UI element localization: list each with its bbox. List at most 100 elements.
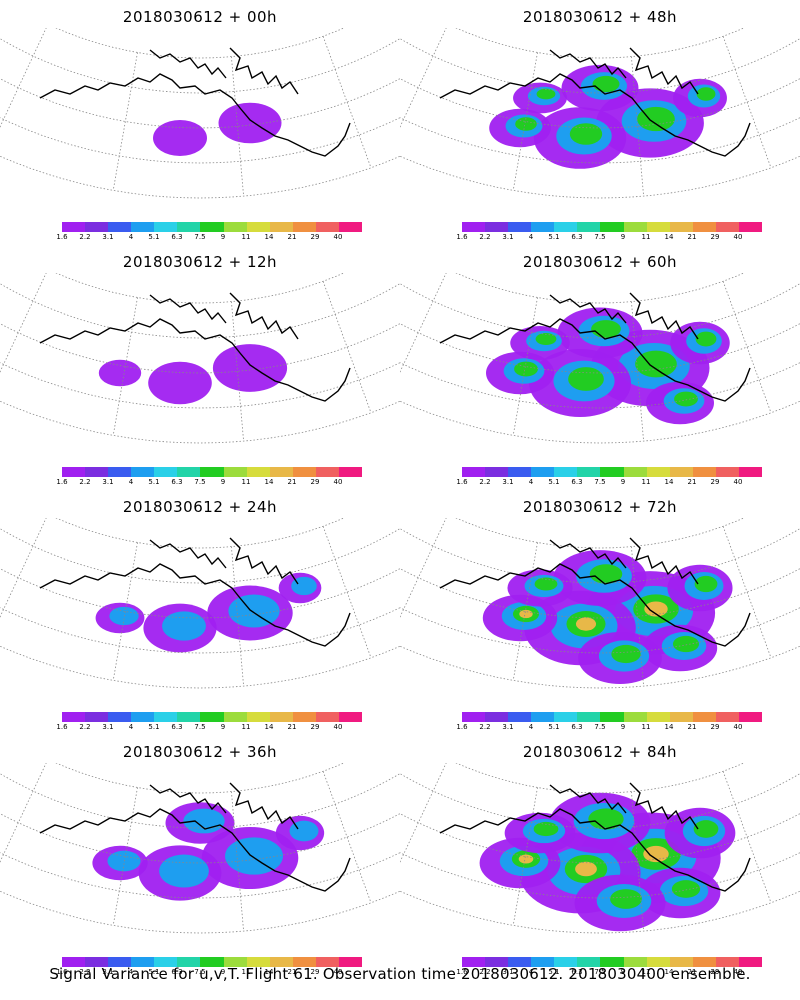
colorbar: 1.6 2.2 3.1 4 5.1 6.3 7.5 9 11 14 21 29 40 [56, 467, 363, 486]
colorbar-tick-label: 5.1 [548, 233, 560, 241]
colorbar-swatch [269, 467, 293, 477]
colorbar-swatch [223, 222, 247, 232]
colorbar-tick-label: 29 [710, 478, 720, 486]
colorbar-tick-label: 40 [733, 723, 743, 731]
colorbar-tick-label: 9 [620, 723, 626, 731]
variance-map [400, 763, 800, 934]
colorbar-swatch [554, 467, 578, 477]
colorbar-swatch [223, 467, 247, 477]
colorbar-tick-label: 2.2 [479, 478, 491, 486]
colorbar-tick-label: 2.2 [479, 968, 491, 976]
map-panel: 2018030612 + 12h 1.6 2.2 3.1 4 5.1 6.3 7.5 9 11 14… [0, 245, 400, 490]
map-panel: 2018030612 + 60h 1.6 2.2 3.1 4 5.1 6.3 7.5 9 11 14… [400, 245, 800, 490]
colorbar-tick-label: 5.1 [548, 478, 560, 486]
colorbar-tick-label: 40 [333, 968, 343, 976]
colorbar-tick-label: 11 [641, 233, 651, 241]
colorbar-swatch [177, 467, 201, 477]
colorbar-swatch [315, 957, 339, 967]
colorbar-swatch [177, 222, 201, 232]
colorbar-tick-label: 3.1 [502, 968, 514, 976]
colorbar-tick-label: 4 [128, 723, 134, 731]
colorbar-swatch [154, 957, 178, 967]
graticule [400, 763, 800, 934]
colorbar: 1.6 2.2 3.1 4 5.1 6.3 7.5 9 11 14 21 29 40 [456, 712, 763, 731]
map-panel: 2018030612 + 36h 1.6 2.2 3.1 4 5.1 6.3 7.5 9 11 14… [0, 735, 400, 980]
colorbar-swatch [462, 957, 486, 967]
colorbar-tick-label: 6.3 [571, 723, 583, 731]
colorbar-swatch [508, 467, 532, 477]
colorbar-swatch [315, 222, 339, 232]
colorbar-swatch [154, 712, 178, 722]
colorbar-swatch [131, 712, 155, 722]
colorbar-tick-label: 9 [220, 968, 226, 976]
colorbar-swatch [292, 222, 316, 232]
colorbar-swatch [623, 467, 647, 477]
colorbar-tick-label: 9 [620, 233, 626, 241]
colorbar-swatch [508, 712, 532, 722]
colorbar-swatch [246, 222, 270, 232]
colorbar-tick-label: 29 [310, 478, 320, 486]
colorbar-swatch [715, 712, 739, 722]
colorbar-swatch [177, 957, 201, 967]
colorbar-tick-label: 2.2 [479, 233, 491, 241]
colorbar-swatch [669, 957, 693, 967]
colorbar-swatch [485, 712, 509, 722]
colorbar-swatch [269, 222, 293, 232]
colorbar-swatch [554, 957, 578, 967]
colorbar: 1.6 2.2 3.1 4 5.1 6.3 7.5 9 11 14 21 29 40 [56, 712, 363, 731]
colorbar-swatch [246, 712, 270, 722]
colorbar-swatch [85, 467, 109, 477]
colorbar-tick-label: 6.3 [571, 478, 583, 486]
colorbar-tick-label: 21 [287, 723, 297, 731]
graticule [400, 28, 800, 199]
colorbar-tick-label: 1.6 [456, 968, 468, 976]
map-panel: 2018030612 + 00h 1.6 2.2 3.1 4 5.1 6.3 7.5 9 11 14… [0, 0, 400, 245]
colorbar-swatch [577, 957, 601, 967]
variance-field [95, 572, 322, 653]
colorbar-tick-label: 40 [733, 478, 743, 486]
panel-title: 2018030612 + 48h [522, 8, 678, 26]
colorbar-swatch [246, 467, 270, 477]
coastlines [439, 292, 751, 402]
colorbar-tick-label: 6.3 [171, 723, 183, 731]
colorbar-tick-label: 7.5 [194, 723, 206, 731]
colorbar-swatch [131, 467, 155, 477]
colorbar-swatch [600, 222, 624, 232]
map-panel: 2018030612 + 24h 1.6 2.2 3.1 4 5.1 6.3 7.5 9 11 14… [0, 490, 400, 735]
colorbar-tick-label: 4 [528, 723, 534, 731]
colorbar-tick-label: 14 [664, 968, 674, 976]
colorbar-swatch [646, 957, 670, 967]
colorbar-tick-label: 1.6 [456, 233, 468, 241]
colorbar-swatch [338, 712, 363, 722]
figure-caption: Signal Variance for u,v,T. Flight 61. Ob… [49, 965, 751, 983]
colorbar-tick-label: 14 [264, 478, 274, 486]
colorbar-tick-label: 2.2 [79, 968, 91, 976]
colorbar-swatch [462, 467, 486, 477]
colorbar-swatch [738, 712, 763, 722]
variance-map [0, 763, 400, 934]
colorbar-swatch [738, 222, 763, 232]
colorbar-swatch [85, 222, 109, 232]
variance-field [486, 307, 730, 425]
colorbar-tick-label: 3.1 [502, 233, 514, 241]
colorbar-tick-label: 7.5 [594, 478, 606, 486]
colorbar-tick-label: 21 [287, 968, 297, 976]
colorbar-swatch [177, 712, 201, 722]
colorbar-tick-label: 3.1 [102, 478, 114, 486]
colorbar: 1.6 2.2 3.1 4 5.1 6.3 7.5 9 11 14 21 29 40 [56, 222, 363, 241]
colorbar-tick-label: 29 [310, 723, 320, 731]
colorbar-swatch [292, 957, 316, 967]
graticule [0, 518, 400, 689]
coastlines [439, 782, 751, 892]
panel-title: 2018030612 + 36h [122, 743, 278, 761]
colorbar-swatch [462, 712, 486, 722]
colorbar-tick-label: 5.1 [148, 233, 160, 241]
colorbar-tick-label: 7.5 [594, 233, 606, 241]
colorbar-tick-label: 40 [333, 478, 343, 486]
colorbar-swatch [531, 957, 555, 967]
colorbar-tick-label: 14 [264, 233, 274, 241]
colorbar-swatch [85, 957, 109, 967]
colorbar-tick-label: 1.6 [56, 233, 68, 241]
colorbar-swatch [223, 957, 247, 967]
colorbar-swatch [692, 222, 716, 232]
